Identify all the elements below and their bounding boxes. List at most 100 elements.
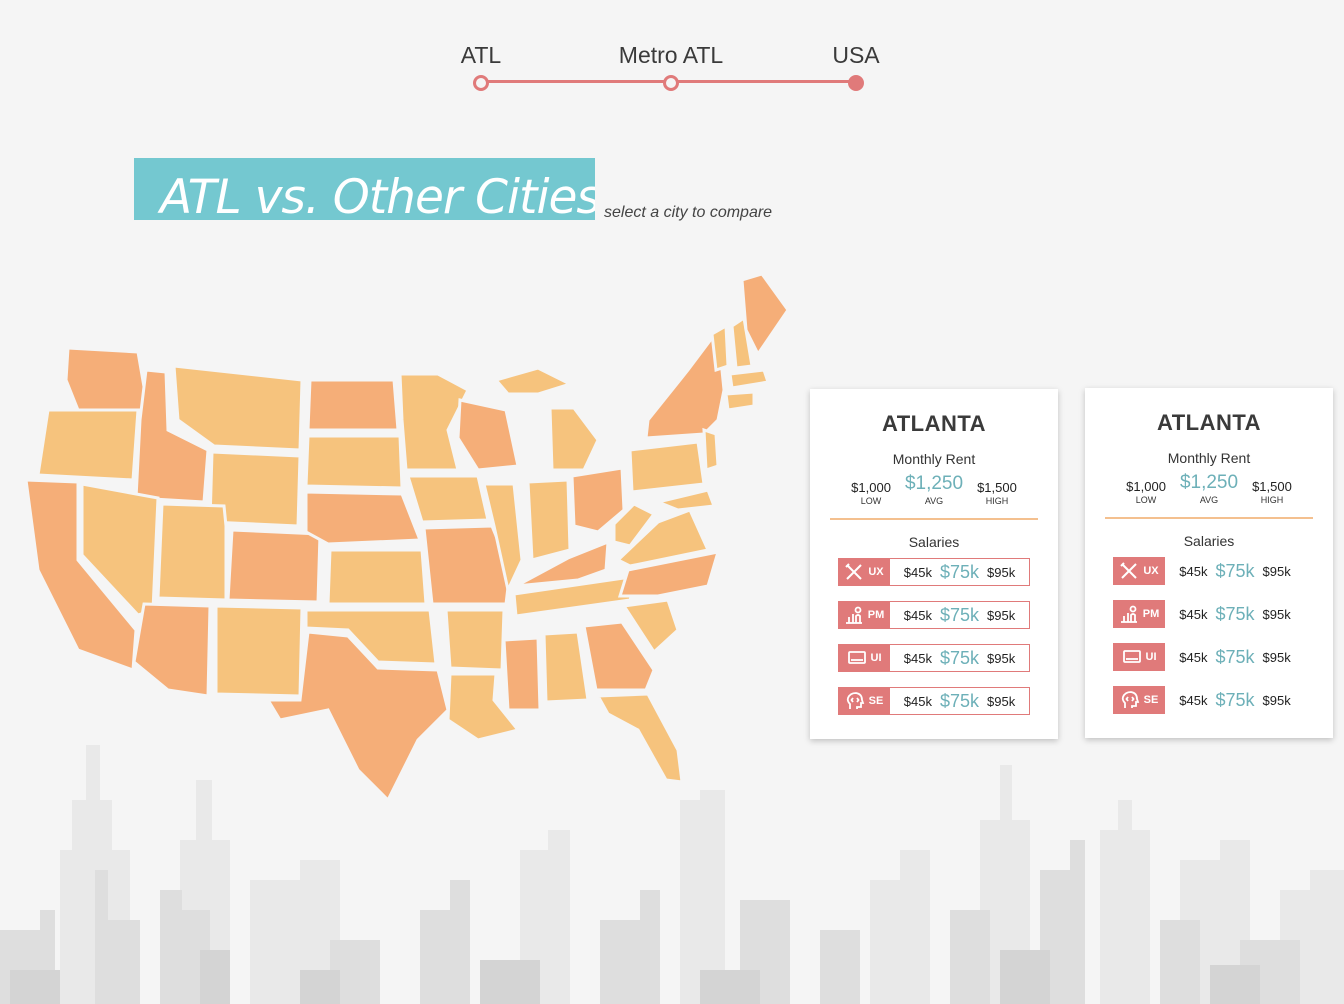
city-card-2: ATLANTA Monthly Rent $1,000 LOW $1,250 A… xyxy=(1085,388,1333,738)
city-name: ATLANTA xyxy=(881,411,987,436)
salary-row-ux[interactable]: UX $45k $75k $95k xyxy=(1113,557,1305,585)
salaries-title: Salaries xyxy=(908,534,960,550)
state-georgia[interactable] xyxy=(582,620,656,692)
state-new-hampshire[interactable] xyxy=(730,315,754,370)
us-map xyxy=(24,272,790,803)
rent-avg-label: AVG xyxy=(1199,495,1219,505)
salary-high: $95k xyxy=(987,607,1016,623)
state-new-mexico[interactable] xyxy=(214,604,304,698)
rent-high-value: $1,500 xyxy=(1252,479,1292,494)
step-usa[interactable]: USA xyxy=(796,40,916,91)
state-connecticut[interactable] xyxy=(724,390,756,412)
rent-low: $1,000 LOW xyxy=(1126,479,1166,505)
role-label: PM xyxy=(867,609,885,621)
step-atl[interactable]: ATL xyxy=(421,40,541,91)
state-florida[interactable] xyxy=(595,692,684,784)
state-kentucky[interactable] xyxy=(515,539,610,588)
state-utah[interactable] xyxy=(156,502,228,602)
salary-low: $45k xyxy=(903,564,932,580)
rent-avg-value: $1,250 xyxy=(1179,472,1239,493)
salary-high: $95k xyxy=(987,650,1016,666)
step-dot xyxy=(663,75,679,91)
state-iowa[interactable] xyxy=(405,474,490,524)
city-name: ATLANTA xyxy=(1156,410,1262,435)
state-wyoming[interactable] xyxy=(208,450,302,528)
state-wisconsin[interactable] xyxy=(456,398,520,472)
state-oregon[interactable] xyxy=(36,408,140,482)
state-arizona[interactable] xyxy=(132,602,212,698)
pencil-ruler-icon xyxy=(845,563,863,580)
state-california[interactable] xyxy=(24,478,138,673)
state-kansas[interactable] xyxy=(326,548,428,606)
state-south-carolina[interactable] xyxy=(621,598,680,655)
page-title-box: ATL vs. Other Cities xyxy=(134,158,595,220)
salary-values: $45k $75k $95k xyxy=(1165,687,1305,713)
salary-values: $45k $75k $95k xyxy=(1165,601,1305,627)
salary-row-se[interactable]: SE $45k $75k $95k xyxy=(1113,686,1305,714)
state-michigan[interactable] xyxy=(548,406,600,472)
step-label: USA xyxy=(832,42,880,68)
state-ohio[interactable] xyxy=(570,466,626,534)
state-texas[interactable] xyxy=(265,630,450,803)
salary-avg: $75k xyxy=(1215,689,1255,710)
state-louisiana[interactable] xyxy=(446,672,521,742)
region-stepper: ATL Metro ATL USA xyxy=(440,40,900,100)
state-tennessee[interactable] xyxy=(512,574,641,618)
role-label: UI xyxy=(1145,651,1157,663)
salary-values: $45k $75k $95k xyxy=(890,644,1030,672)
salary-row-ui[interactable]: UI $45k $75k $95k xyxy=(838,644,1030,672)
state-south-dakota[interactable] xyxy=(304,434,404,490)
state-new-jersey[interactable] xyxy=(702,427,720,473)
state-mississippi[interactable] xyxy=(502,636,542,712)
state-vermont[interactable] xyxy=(710,323,730,373)
state-pennsylvania[interactable] xyxy=(628,440,706,494)
rent-low-label: LOW xyxy=(1135,495,1157,505)
state-montana[interactable] xyxy=(172,364,304,452)
rent-title: Monthly Rent xyxy=(1167,450,1251,466)
salary-low: $45k xyxy=(903,607,932,623)
rent-title: Monthly Rent xyxy=(892,451,976,467)
presenter-chart-icon xyxy=(845,606,862,624)
salary-row-ux[interactable]: UX $45k $75k $95k xyxy=(838,558,1030,586)
salary-avg: $75k xyxy=(1215,603,1255,624)
state-west-virginia[interactable] xyxy=(612,502,657,548)
salary-low: $45k xyxy=(1179,649,1208,665)
state-minnesota[interactable] xyxy=(398,372,470,472)
salary-high: $95k xyxy=(987,693,1016,709)
state-nebraska[interactable] xyxy=(304,490,423,546)
step-metro-atl[interactable]: Metro ATL xyxy=(611,40,731,91)
state-oklahoma[interactable] xyxy=(304,608,438,666)
state-idaho[interactable] xyxy=(134,368,210,504)
state-maine[interactable] xyxy=(740,272,790,357)
rent-high-value: $1,500 xyxy=(977,480,1017,495)
rent-avg: $1,250 AVG xyxy=(1180,472,1238,505)
salary-row-pm[interactable]: PM $45k $75k $95k xyxy=(1113,600,1305,628)
state-michigan-upper[interactable] xyxy=(493,366,574,396)
state-indiana[interactable] xyxy=(526,478,572,562)
salary-row-se[interactable]: SE $45k $75k $95k xyxy=(838,687,1030,715)
salary-row-ui[interactable]: UI $45k $75k $95k xyxy=(1113,643,1305,671)
state-massachusetts[interactable] xyxy=(728,368,770,390)
salary-low: $45k xyxy=(903,650,932,666)
rent-high: $1,500 HIGH xyxy=(977,480,1017,506)
step-dot xyxy=(848,75,864,91)
salary-row-pm[interactable]: PM $45k $75k $95k xyxy=(838,601,1030,629)
role-label: PM xyxy=(1142,608,1160,620)
rent-low-value: $1,000 xyxy=(851,480,891,495)
state-north-dakota[interactable] xyxy=(306,378,400,432)
state-alabama[interactable] xyxy=(542,630,590,704)
state-maryland[interactable] xyxy=(653,488,717,512)
role-badge: PM xyxy=(838,601,890,629)
state-illinois[interactable] xyxy=(482,482,524,595)
role-label: UX xyxy=(868,566,884,578)
presenter-chart-icon xyxy=(1120,605,1137,623)
state-arkansas[interactable] xyxy=(444,608,506,672)
monitor-icon xyxy=(847,651,866,664)
state-colorado[interactable] xyxy=(226,528,322,604)
state-north-carolina[interactable] xyxy=(617,550,721,598)
salary-avg: $75k xyxy=(939,647,980,668)
state-washington[interactable] xyxy=(64,346,150,412)
rent-high: $1,500 HIGH xyxy=(1252,479,1292,505)
state-virginia[interactable] xyxy=(615,508,711,568)
state-new-york[interactable] xyxy=(644,326,726,440)
